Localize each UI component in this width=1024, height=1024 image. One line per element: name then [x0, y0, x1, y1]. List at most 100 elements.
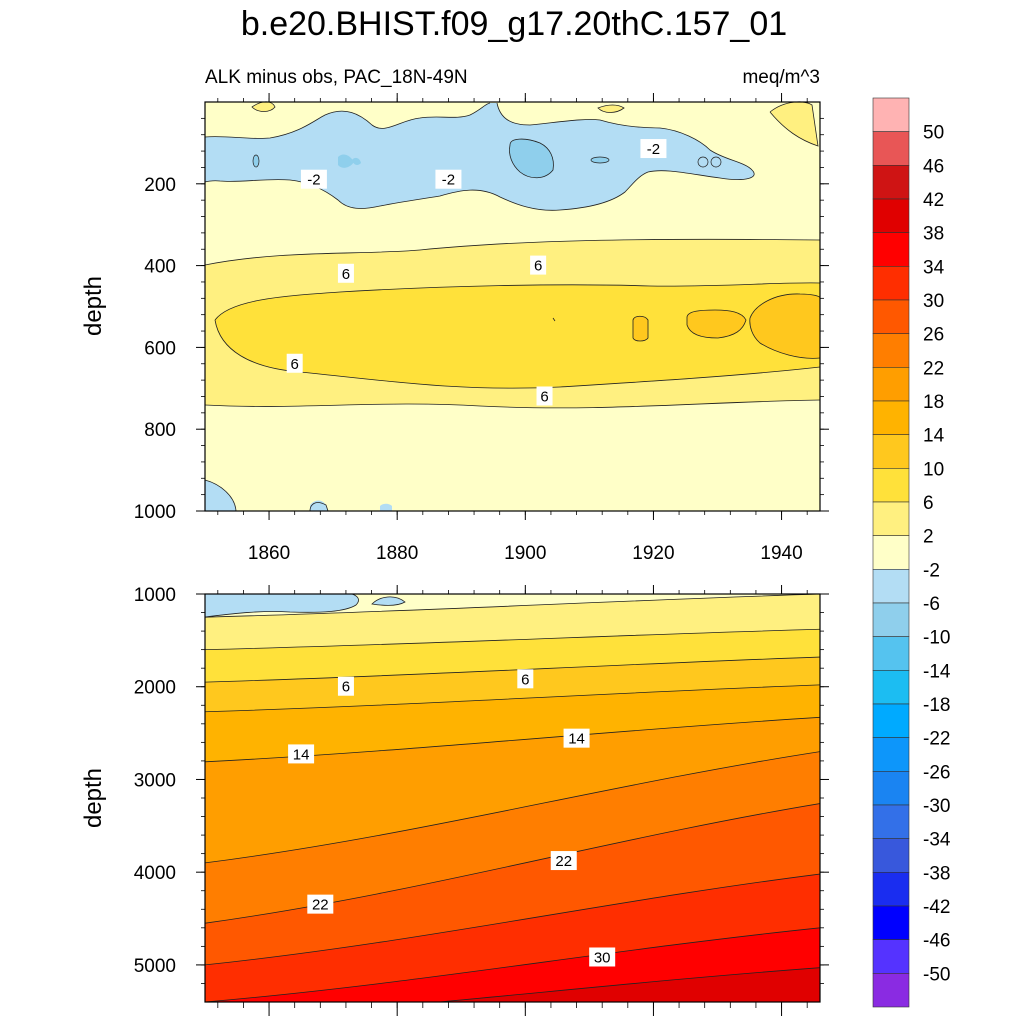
upper-contour-label: 6 — [534, 258, 542, 275]
upper-right-title: meq/m^3 — [742, 67, 820, 88]
lower-axes: 1000 2000 3000 4000 5000 — [134, 585, 829, 1016]
colorbar-label: 38 — [923, 224, 944, 245]
colorbar-swatch — [872, 400, 910, 435]
lower-ylabel: depth — [80, 768, 107, 828]
lower-contour-label: 6 — [342, 679, 350, 696]
upper-contour-label-bg — [536, 386, 553, 406]
lower-contour-fill — [205, 594, 820, 1002]
upper-contour-label-bg — [435, 169, 462, 189]
colorbar-label: -50 — [923, 964, 950, 985]
colorbar-swatch — [872, 905, 910, 940]
colorbar-label: -38 — [923, 863, 950, 884]
lower-contour-label: 14 — [568, 731, 585, 748]
colorbar-swatch — [872, 468, 910, 503]
upper-ylabel: depth — [80, 276, 107, 336]
lower-contour-label: 6 — [521, 671, 529, 688]
colorbar-swatch — [872, 771, 910, 806]
upper-x-tick-label: 1880 — [376, 543, 418, 564]
lower-y-tick-label: 4000 — [134, 863, 176, 884]
upper-y-tick-label: 400 — [144, 257, 176, 278]
upper-contour-label: -2 — [442, 172, 455, 189]
colorbar-label: 46 — [923, 156, 944, 177]
lower-contour-label: 22 — [555, 853, 572, 870]
upper-contour-labels: -2 -2 -2 6 6 6 6 — [286, 139, 667, 406]
colorbar-label: 42 — [923, 190, 944, 211]
upper-contour-fill — [205, 101, 820, 511]
colorbar-swatch — [872, 535, 910, 570]
upper-plot-frame — [204, 101, 821, 512]
colorbar-label: -26 — [923, 762, 950, 783]
colorbar-label: -14 — [923, 661, 951, 682]
lower-contour-line — [205, 803, 820, 924]
colorbar-label: -18 — [923, 695, 950, 716]
lower-contour-label-bg — [550, 851, 577, 871]
lower-blue-patches — [204, 593, 406, 618]
colorbar-label: 34 — [923, 257, 945, 278]
upper-contour-label: -2 — [647, 141, 660, 158]
lower-contour-label-bg — [517, 669, 534, 689]
lower-contour-label: 14 — [293, 746, 310, 763]
colorbar-swatch — [872, 838, 910, 873]
upper-contour-label-bg — [300, 169, 327, 189]
colorbar-label: -10 — [923, 628, 950, 649]
lower-panel: 6 6 14 14 22 22 30 1000 2000 3000 4000 5000 depth — [80, 585, 829, 1016]
colorbar-swatch — [872, 670, 910, 705]
lower-contour-line — [435, 967, 820, 1002]
upper-contour-label: 6 — [291, 356, 299, 373]
upper-y-tick-label: 600 — [144, 338, 176, 359]
upper-contour-label-bg — [286, 353, 303, 373]
upper-y-tick-label: 200 — [144, 175, 176, 196]
colorbar-label: -46 — [923, 931, 950, 952]
lower-y-tick-label: 3000 — [134, 770, 176, 791]
colorbar-swatch — [872, 636, 910, 671]
colorbar-swatch — [872, 703, 910, 738]
lower-contour-label-bg — [563, 728, 590, 748]
upper-x-tick-label: 1860 — [248, 543, 290, 564]
lower-contour-line — [205, 873, 820, 966]
colorbar-label: 30 — [923, 291, 944, 312]
colorbar-swatch — [872, 973, 910, 1008]
lower-contour-line — [205, 594, 820, 618]
lower-contour-labels: 6 6 14 14 22 22 30 — [288, 669, 616, 967]
lower-contour-label-bg — [288, 744, 315, 764]
lower-y-tick-label: 5000 — [134, 956, 176, 977]
colorbar-label: -42 — [923, 897, 950, 918]
colorbar-swatch — [872, 131, 910, 166]
colorbar-swatch — [872, 165, 910, 200]
colorbar-label: 22 — [923, 358, 944, 379]
colorbar: 50 46 42 38 34 30 26 22 18 14 10 6 2 -2 -6 -10 -14 -18 -22… — [872, 97, 951, 1008]
upper-contour-label: -2 — [307, 172, 320, 189]
colorbar-swatch — [872, 232, 910, 267]
colorbar-swatch — [872, 367, 910, 402]
lower-y-tick-label: 1000 — [134, 585, 176, 606]
lower-contour-line — [205, 628, 820, 651]
upper-x-tick-label: 1940 — [760, 543, 802, 564]
colorbar-label: 6 — [923, 493, 934, 514]
lower-contour-label-bg — [337, 676, 354, 696]
colorbar-label: -2 — [923, 560, 940, 581]
colorbar-swatch — [872, 737, 910, 772]
lower-contour-line — [205, 927, 820, 1002]
upper-contour-label: 6 — [342, 266, 350, 283]
upper-contour-label-bg — [530, 255, 547, 275]
lower-band-fill — [205, 967, 820, 1002]
colorbar-label: -22 — [923, 729, 950, 750]
upper-contour-lines — [204, 101, 821, 512]
upper-axes: 1860 1880 1900 1920 1940 200 400 600 800 1000 — [134, 93, 829, 564]
colorbar-swatch — [872, 501, 910, 536]
colorbar-swatch — [872, 266, 910, 301]
lower-contour-label-bg — [307, 894, 334, 914]
colorbar-swatch — [872, 569, 910, 604]
colorbar-label: 18 — [923, 392, 944, 413]
colorbar-label: 26 — [923, 325, 944, 346]
lower-contour-label: 30 — [594, 949, 611, 966]
colorbar-swatch — [872, 299, 910, 334]
lower-y-tick-label: 2000 — [134, 678, 176, 699]
upper-left-title: ALK minus obs, PAC_18N-49N — [205, 67, 468, 88]
upper-x-tick-label: 1920 — [632, 543, 674, 564]
upper-contour-label-bg — [337, 263, 354, 283]
lower-contour-line — [205, 656, 820, 683]
colorbar-label: -34 — [923, 830, 951, 851]
lower-contour-label: 22 — [312, 897, 329, 914]
colorbar-label: 10 — [923, 459, 944, 480]
